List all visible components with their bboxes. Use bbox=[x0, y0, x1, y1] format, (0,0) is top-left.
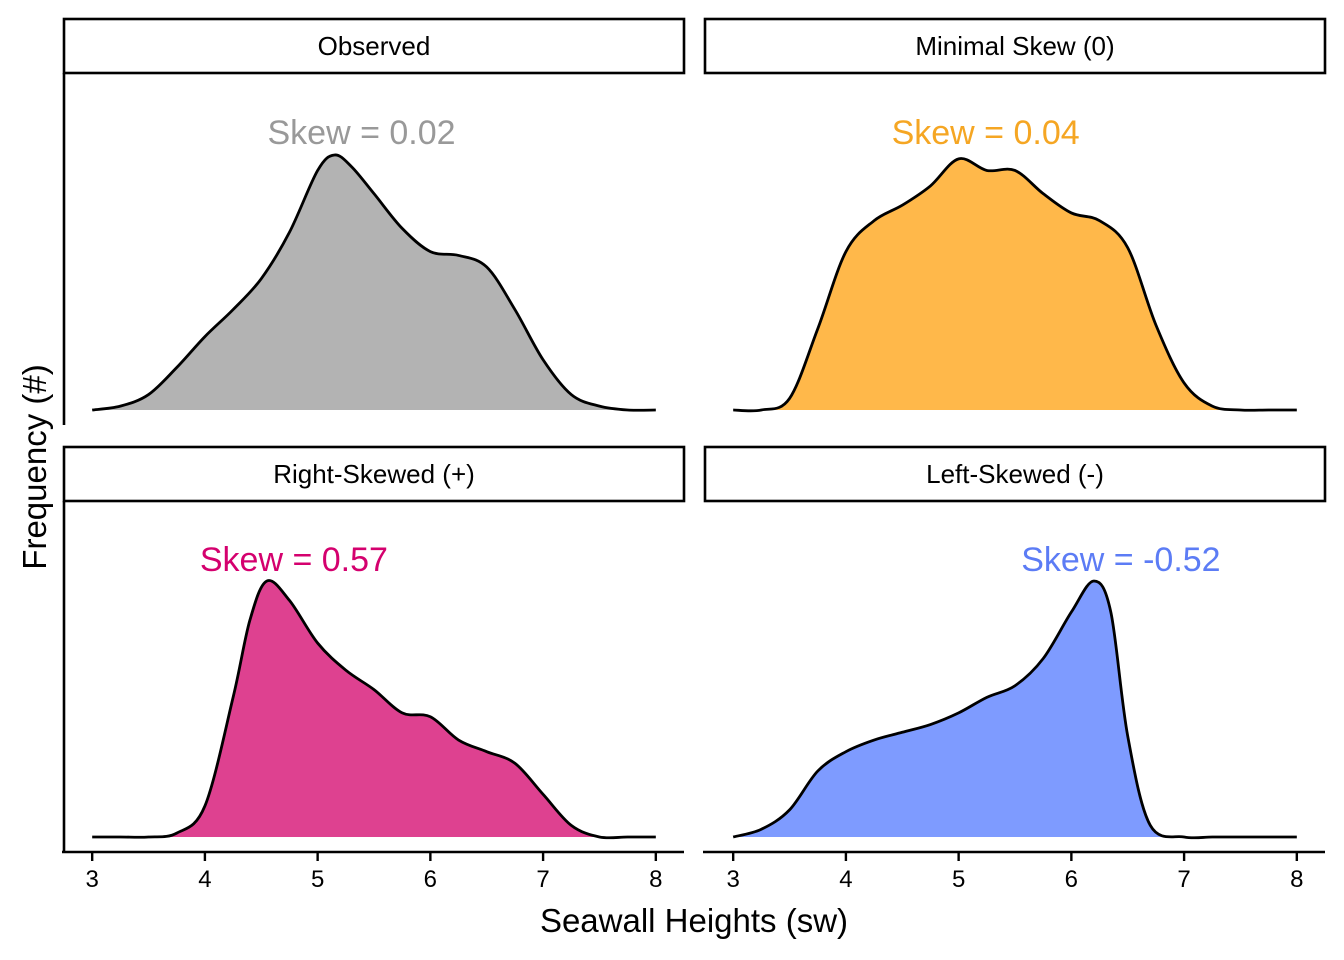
x-tick-label: 3 bbox=[727, 866, 740, 893]
facet-strip-label: Right-Skewed (+) bbox=[273, 459, 475, 489]
x-tick-label: 6 bbox=[1065, 866, 1078, 893]
facet-strip-label: Observed bbox=[318, 31, 431, 61]
x-tick-label: 8 bbox=[1290, 866, 1303, 893]
facet-panel: Right-Skewed (+) Skew = 0.57 3 4 5 6 7 8 bbox=[62, 445, 686, 893]
density-area bbox=[92, 154, 656, 411]
x-tick-label: 4 bbox=[839, 866, 852, 893]
skew-annotation: Skew = -0.52 bbox=[1021, 541, 1220, 579]
density-line bbox=[91, 153, 656, 412]
facet-strip-label: Minimal Skew (0) bbox=[915, 31, 1114, 61]
x-tick-label: 8 bbox=[649, 866, 662, 893]
y-axis-title: Frequency (#) bbox=[16, 364, 53, 569]
facet-strip bbox=[703, 445, 1327, 503]
facet-strip-label: Left-Skewed (-) bbox=[926, 459, 1104, 489]
density-area bbox=[733, 158, 1297, 411]
facet-strip bbox=[62, 445, 686, 503]
facet-strip bbox=[703, 17, 1327, 75]
density-area bbox=[733, 581, 1297, 838]
density-area bbox=[92, 580, 656, 838]
x-tick-label: 5 bbox=[952, 866, 965, 893]
x-tick-label: 7 bbox=[536, 866, 549, 893]
x-tick-label: 3 bbox=[86, 866, 99, 893]
density-line bbox=[733, 157, 1297, 413]
facet-strip bbox=[62, 17, 686, 75]
density-line bbox=[732, 579, 1297, 840]
skew-annotation: Skew = 0.02 bbox=[268, 114, 456, 152]
facet-panel: Left-Skewed (-) Skew = -0.52 3 4 5 6 7 8 bbox=[703, 445, 1327, 893]
density-line bbox=[92, 579, 656, 840]
x-tick-label: 7 bbox=[1177, 866, 1190, 893]
skew-annotation: Skew = 0.04 bbox=[892, 114, 1080, 152]
x-tick-label: 5 bbox=[311, 866, 324, 893]
skew-annotation: Skew = 0.57 bbox=[200, 541, 388, 579]
x-tick-label: 4 bbox=[198, 866, 211, 893]
x-tick-label: 6 bbox=[424, 866, 437, 893]
x-axis-title: Seawall Heights (sw) bbox=[540, 902, 848, 939]
facet-panel: Observed Skew = 0.02 bbox=[62, 17, 686, 425]
facet-panel: Minimal Skew (0) Skew = 0.04 bbox=[703, 17, 1327, 413]
